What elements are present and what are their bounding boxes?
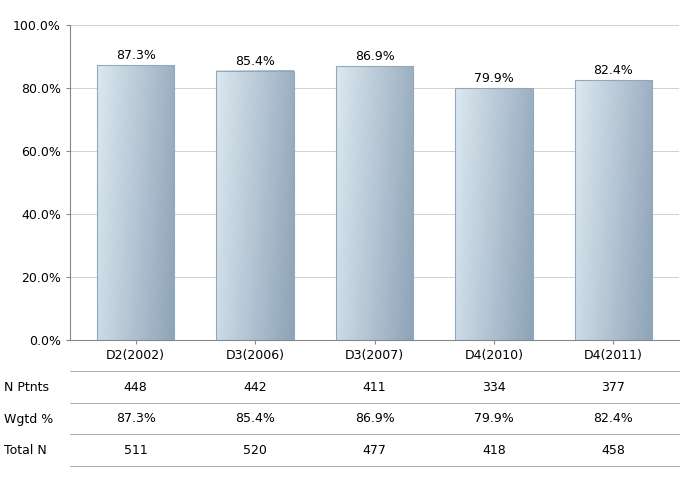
- Bar: [216, 71, 294, 340]
- Text: 79.9%: 79.9%: [474, 72, 514, 85]
- Text: 520: 520: [243, 444, 267, 457]
- Bar: [455, 88, 533, 340]
- Text: 442: 442: [244, 381, 267, 394]
- Bar: [97, 65, 174, 340]
- Text: 85.4%: 85.4%: [235, 412, 275, 426]
- Text: N Ptnts: N Ptnts: [4, 381, 48, 394]
- Text: 86.9%: 86.9%: [355, 412, 394, 426]
- Text: 86.9%: 86.9%: [355, 50, 394, 63]
- Text: 82.4%: 82.4%: [594, 412, 634, 426]
- Text: 418: 418: [482, 444, 506, 457]
- Text: 79.9%: 79.9%: [474, 412, 514, 426]
- Text: 87.3%: 87.3%: [116, 412, 155, 426]
- Text: Wgtd %: Wgtd %: [4, 412, 52, 426]
- Text: 82.4%: 82.4%: [594, 64, 634, 78]
- Text: 85.4%: 85.4%: [235, 55, 275, 68]
- Text: 87.3%: 87.3%: [116, 49, 155, 62]
- Text: 448: 448: [124, 381, 148, 394]
- Text: 477: 477: [363, 444, 386, 457]
- Bar: [336, 66, 413, 340]
- Text: 377: 377: [601, 381, 625, 394]
- Text: 511: 511: [124, 444, 148, 457]
- Text: 458: 458: [601, 444, 625, 457]
- Text: 334: 334: [482, 381, 505, 394]
- Text: 411: 411: [363, 381, 386, 394]
- Text: Total N: Total N: [4, 444, 46, 457]
- Bar: [575, 80, 652, 340]
